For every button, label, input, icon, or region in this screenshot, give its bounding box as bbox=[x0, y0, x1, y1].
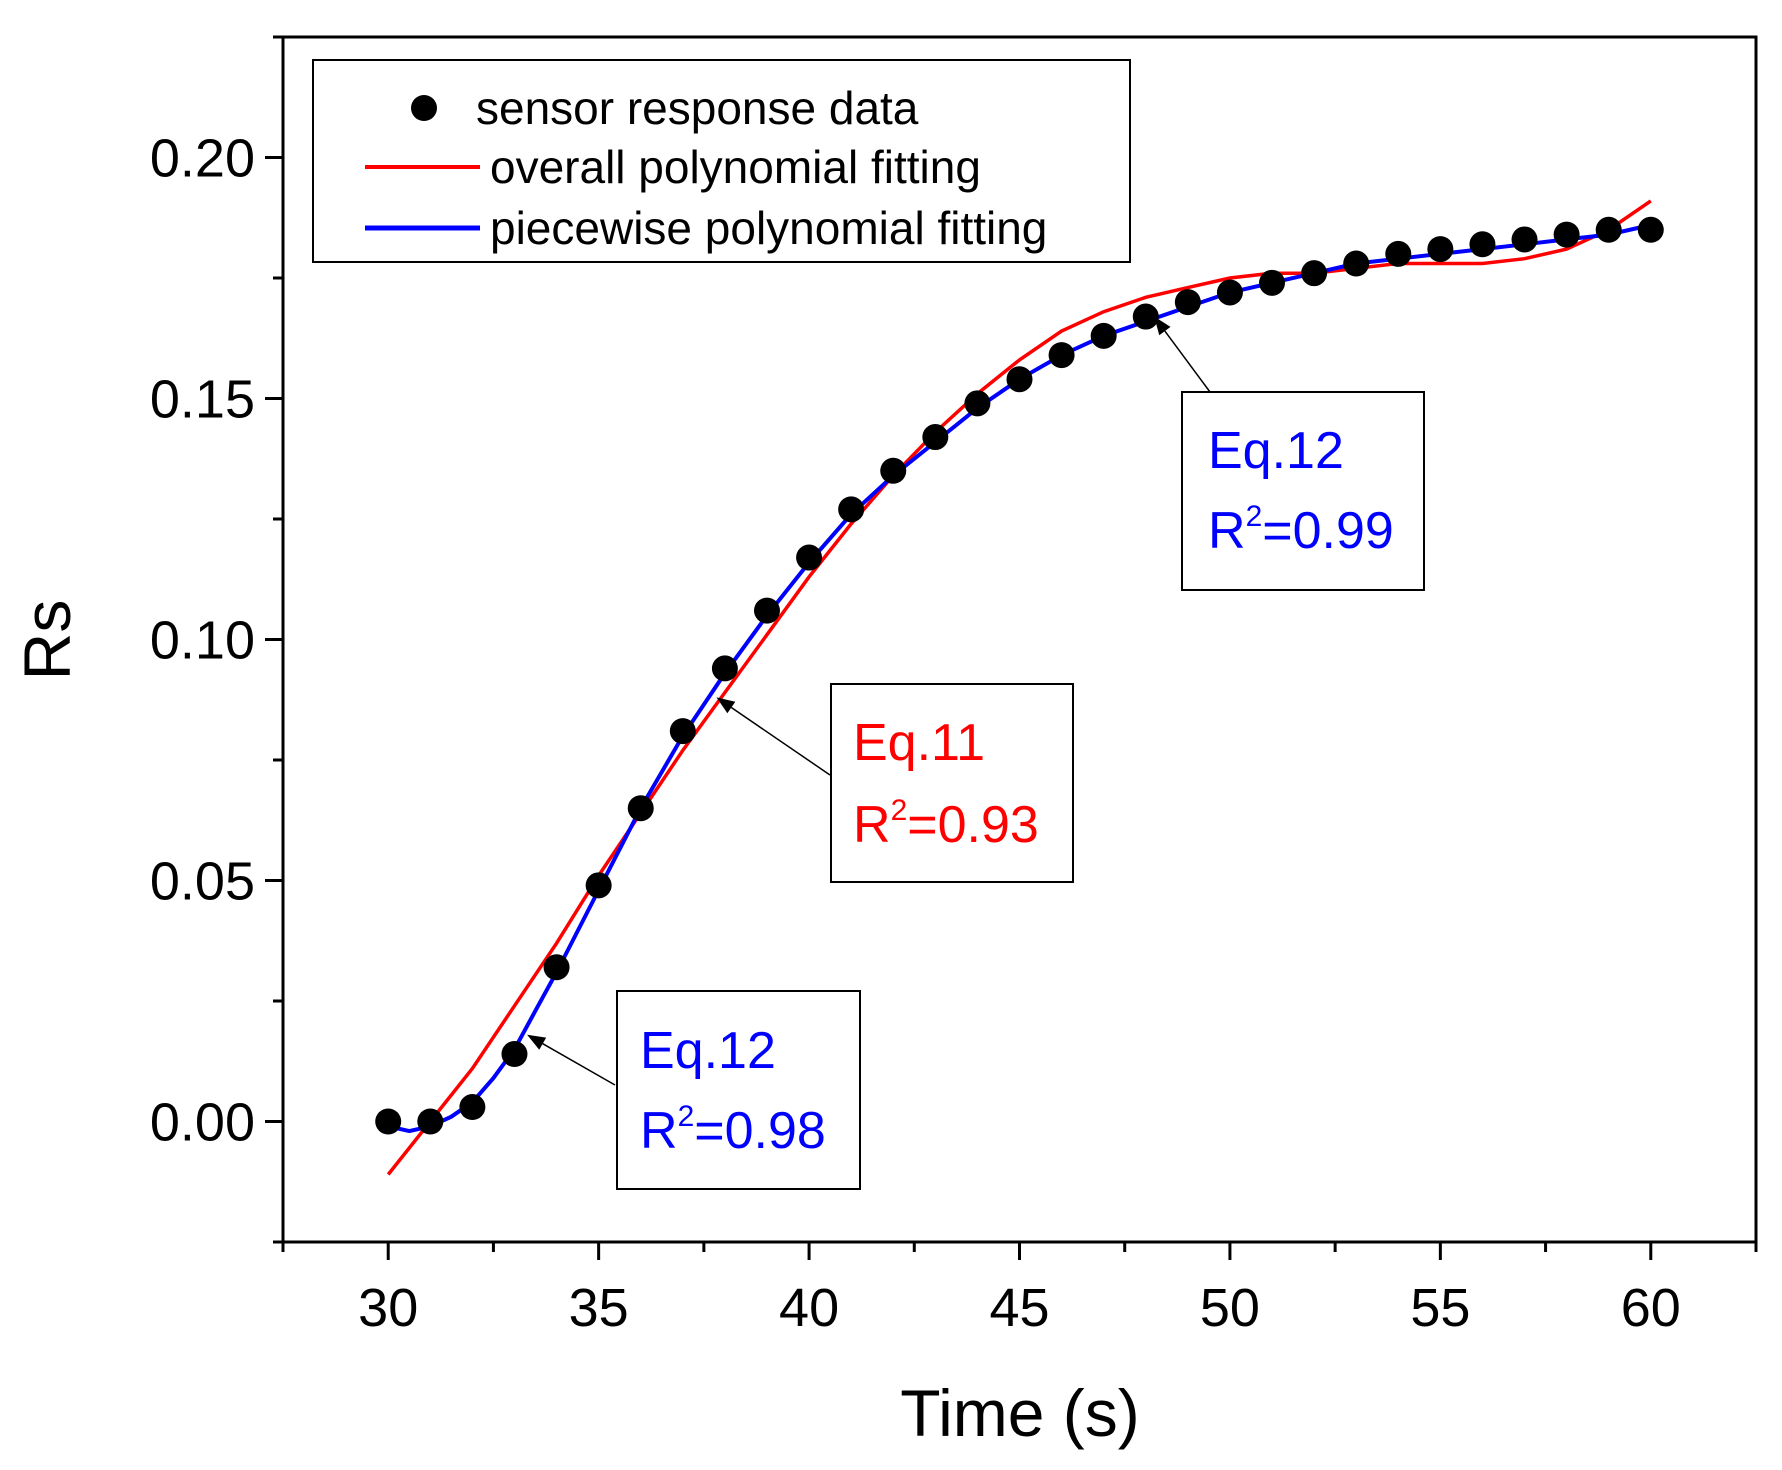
data-point bbox=[1511, 226, 1538, 253]
data-point bbox=[1132, 303, 1159, 330]
legend-marker-sensor bbox=[411, 95, 437, 121]
data-point bbox=[1048, 342, 1075, 369]
legend: sensor response data overall polynomial … bbox=[312, 59, 1131, 263]
annotation-arrowhead-high bbox=[1154, 316, 1171, 336]
data-point bbox=[1553, 221, 1580, 248]
x-tick-label: 55 bbox=[1410, 1278, 1470, 1338]
data-point bbox=[922, 424, 949, 451]
data-point bbox=[669, 718, 696, 745]
x-axis-tick-labels: 30 35 40 45 50 55 60 bbox=[358, 1278, 1681, 1338]
data-point bbox=[1469, 231, 1496, 258]
annotation-box-low bbox=[616, 990, 861, 1190]
x-tick-label: 30 bbox=[358, 1278, 418, 1338]
annotation-arrowhead-low bbox=[527, 1034, 547, 1050]
annotation-eq-low: Eq.12 bbox=[640, 1022, 776, 1080]
data-point bbox=[585, 872, 612, 899]
x-axis-ticks bbox=[281, 1242, 1758, 1260]
data-point bbox=[964, 390, 991, 417]
data-point bbox=[1006, 366, 1033, 393]
data-point bbox=[543, 954, 570, 981]
data-point bbox=[1385, 240, 1412, 267]
y-axis-tick-labels: 0.00 0.05 0.10 0.15 0.20 bbox=[150, 129, 255, 1153]
annotation-eq11: Eq.11 R2=0.93 bbox=[716, 683, 1074, 883]
legend-label-overall: overall polynomial fitting bbox=[490, 141, 981, 193]
y-axis-title: Rs bbox=[10, 600, 84, 681]
x-tick-label: 40 bbox=[779, 1278, 839, 1338]
legend-label-sensor: sensor response data bbox=[476, 82, 919, 134]
data-point bbox=[417, 1108, 444, 1135]
annotation-eq-high: Eq.12 bbox=[1208, 422, 1344, 480]
data-point bbox=[1637, 216, 1664, 243]
legend-label-piecewise: piecewise polynomial fitting bbox=[490, 202, 1047, 254]
data-point bbox=[1259, 269, 1286, 296]
annotation-arrow-mid bbox=[730, 706, 831, 776]
annotation-box-high bbox=[1181, 391, 1425, 591]
data-point bbox=[1301, 260, 1328, 287]
data-point bbox=[1090, 322, 1117, 349]
y-axis-ticks bbox=[265, 35, 283, 1244]
data-point bbox=[501, 1041, 528, 1068]
annotation-box-mid bbox=[830, 683, 1074, 883]
annotation-arrow-high bbox=[1164, 330, 1211, 393]
data-point bbox=[796, 544, 823, 571]
annotation-arrowhead-mid bbox=[716, 697, 736, 714]
data-point bbox=[838, 496, 865, 523]
y-tick-label: 0.15 bbox=[150, 370, 255, 430]
annotation-eq12-upper: Eq.12 R2=0.99 bbox=[1154, 316, 1425, 591]
y-tick-label: 0.20 bbox=[150, 129, 255, 189]
y-tick-label: 0.00 bbox=[150, 1093, 255, 1153]
annotation-r2-low: R2=0.98 bbox=[640, 1100, 826, 1160]
data-point bbox=[627, 795, 654, 822]
annotation-eq12-lower: Eq.12 R2=0.98 bbox=[527, 990, 861, 1190]
sensor-response-points bbox=[375, 216, 1664, 1135]
x-axis-title: Time (s) bbox=[900, 1376, 1140, 1450]
data-point bbox=[375, 1108, 402, 1135]
data-point bbox=[1427, 236, 1454, 263]
data-point bbox=[1174, 289, 1201, 316]
data-point bbox=[1216, 279, 1243, 306]
data-point bbox=[880, 457, 907, 484]
x-tick-label: 45 bbox=[989, 1278, 1049, 1338]
x-tick-label: 35 bbox=[569, 1278, 629, 1338]
annotation-eq-mid: Eq.11 bbox=[853, 714, 985, 772]
annotation-r2-mid: R2=0.93 bbox=[853, 794, 1039, 854]
annotation-r2-high: R2=0.99 bbox=[1208, 500, 1394, 560]
y-tick-label: 0.05 bbox=[150, 852, 255, 912]
data-point bbox=[1343, 250, 1370, 277]
x-tick-label: 60 bbox=[1621, 1278, 1681, 1338]
annotation-arrow-low bbox=[542, 1043, 616, 1086]
data-point bbox=[753, 597, 780, 624]
y-tick-label: 0.10 bbox=[150, 611, 255, 671]
data-point bbox=[711, 655, 738, 682]
x-tick-label: 50 bbox=[1200, 1278, 1260, 1338]
data-point bbox=[459, 1094, 486, 1121]
data-point bbox=[1595, 216, 1622, 243]
